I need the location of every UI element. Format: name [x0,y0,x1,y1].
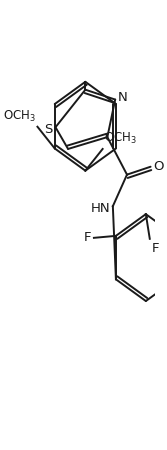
Text: OCH$_3$: OCH$_3$ [3,108,36,124]
Text: OCH$_3$: OCH$_3$ [104,131,137,146]
Text: N: N [118,91,127,104]
Text: F: F [84,231,92,244]
Text: HN: HN [91,202,111,215]
Text: S: S [44,123,52,136]
Text: O: O [154,160,164,173]
Text: F: F [151,242,159,255]
